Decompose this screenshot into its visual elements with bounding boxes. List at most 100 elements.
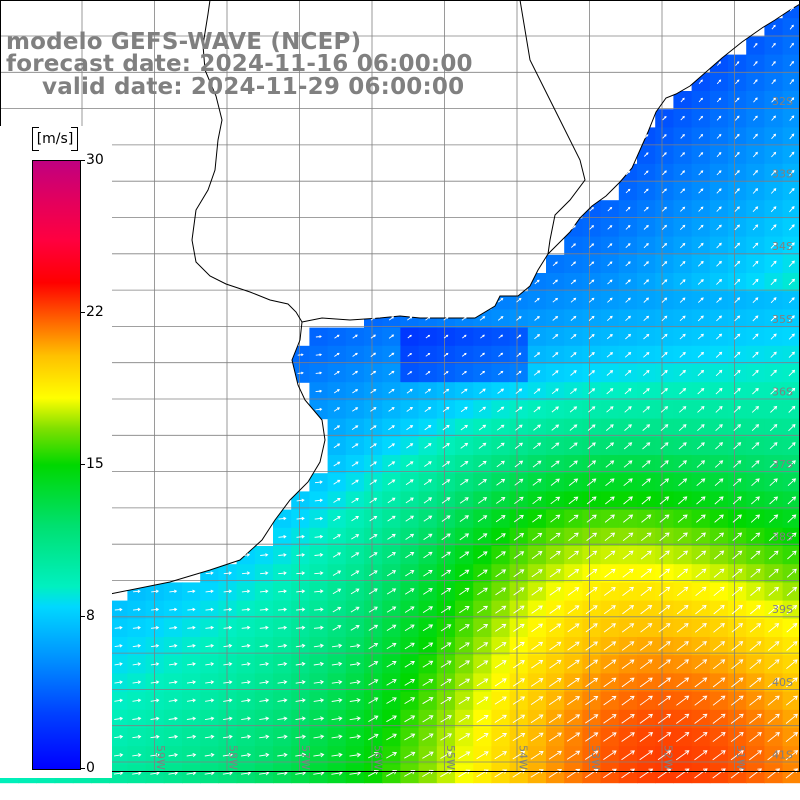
wind-arrow	[169, 607, 178, 612]
wind-arrow	[441, 551, 451, 559]
wind-arrow	[241, 589, 251, 594]
wind-arrow	[113, 771, 124, 776]
wind-arrow	[570, 370, 577, 376]
wind-arrow	[570, 297, 577, 303]
wind-arrow	[331, 661, 343, 667]
wind-arrow	[675, 750, 690, 761]
wind-arrow	[606, 406, 614, 413]
wind-arrow	[406, 407, 413, 412]
wind-arrow	[497, 316, 504, 321]
wind-arrow	[586, 550, 598, 560]
wind-arrow	[678, 442, 687, 450]
wind-arrow	[295, 734, 307, 739]
wind-arrow	[658, 677, 671, 688]
wind-arrow	[661, 297, 668, 303]
wind-arrow	[552, 352, 559, 358]
colorbar-tick-22: 22	[86, 304, 104, 320]
wind-arrow	[442, 461, 451, 467]
wind-arrow	[259, 589, 269, 594]
wind-arrow	[789, 24, 794, 30]
wind-arrow	[295, 643, 306, 648]
wind-arrow	[476, 751, 489, 760]
wind-arrow	[661, 369, 668, 377]
wind-arrow	[350, 588, 360, 595]
wind-arrow	[731, 659, 744, 670]
wind-arrow	[698, 170, 704, 176]
wind-arrow	[459, 569, 470, 577]
wind-arrow	[494, 733, 508, 742]
wind-arrow	[512, 732, 526, 742]
latitude-label: 35S	[772, 313, 793, 326]
wind-arrow	[567, 696, 580, 706]
wind-arrow	[789, 60, 795, 67]
wind-arrow	[679, 369, 686, 377]
wind-arrow	[278, 589, 287, 594]
wind-arrow	[733, 460, 742, 468]
wind-arrow	[788, 424, 796, 432]
wind-arrow	[352, 334, 358, 339]
wind-arrow	[750, 586, 761, 596]
wind-arrow	[315, 389, 323, 393]
wind-arrow	[549, 678, 562, 687]
wind-arrow	[770, 315, 777, 322]
wind-arrow	[406, 443, 414, 449]
wind-arrow	[767, 641, 780, 651]
wind-arrow	[712, 677, 726, 688]
wind-arrow	[750, 550, 761, 560]
wind-arrow	[548, 750, 562, 760]
wind-arrow	[695, 604, 707, 615]
wind-arrow	[786, 641, 798, 651]
wind-arrow	[114, 680, 123, 685]
wind-arrow	[422, 733, 434, 741]
wind-arrow	[641, 478, 651, 487]
wind-arrow	[204, 734, 215, 739]
wind-arrow	[697, 260, 704, 267]
wind-arrow	[715, 369, 723, 377]
wind-arrow	[205, 662, 215, 666]
wind-arrow	[641, 496, 652, 505]
wind-arrow	[296, 553, 306, 557]
wind-arrow	[368, 606, 378, 613]
wind-arrow	[461, 388, 468, 394]
wind-arrow	[731, 586, 743, 597]
wind-arrow	[334, 352, 340, 357]
wind-arrow	[697, 424, 705, 432]
wind-arrow	[712, 659, 726, 670]
coastline-segment	[301, 3, 800, 323]
wind-arrow	[549, 569, 561, 578]
wind-arrow	[566, 714, 581, 724]
wind-arrow	[696, 478, 706, 487]
wind-arrow	[676, 677, 690, 688]
wind-arrow	[641, 532, 652, 542]
wind-arrow	[567, 605, 580, 614]
wind-arrow	[733, 406, 741, 413]
wind-arrow	[259, 643, 269, 648]
wind-arrow	[552, 370, 559, 376]
wind-arrow	[603, 714, 617, 724]
wind-arrow	[349, 734, 362, 740]
wind-arrow	[697, 279, 704, 285]
wind-arrow	[368, 642, 379, 650]
wind-arrow	[623, 478, 633, 487]
wind-arrow	[715, 442, 724, 450]
wind-arrow	[603, 659, 617, 669]
wind-arrow	[731, 641, 744, 651]
wind-arrow	[332, 552, 342, 558]
wind-arrow	[459, 551, 470, 559]
wind-arrow	[461, 370, 467, 376]
wind-arrow	[405, 497, 414, 504]
wind-arrow	[440, 715, 452, 723]
wind-arrow	[459, 515, 469, 522]
wind-arrow	[715, 333, 723, 340]
wind-arrow	[534, 297, 540, 303]
wind-arrow	[678, 478, 688, 487]
wind-arrow	[771, 133, 777, 140]
wind-arrow	[698, 188, 704, 194]
wind-arrow	[585, 623, 598, 633]
wind-arrow	[423, 515, 433, 522]
wind-arrow	[678, 460, 687, 468]
wind-arrow	[585, 641, 598, 651]
wind-arrow	[624, 370, 632, 376]
wind-arrow	[659, 478, 670, 487]
